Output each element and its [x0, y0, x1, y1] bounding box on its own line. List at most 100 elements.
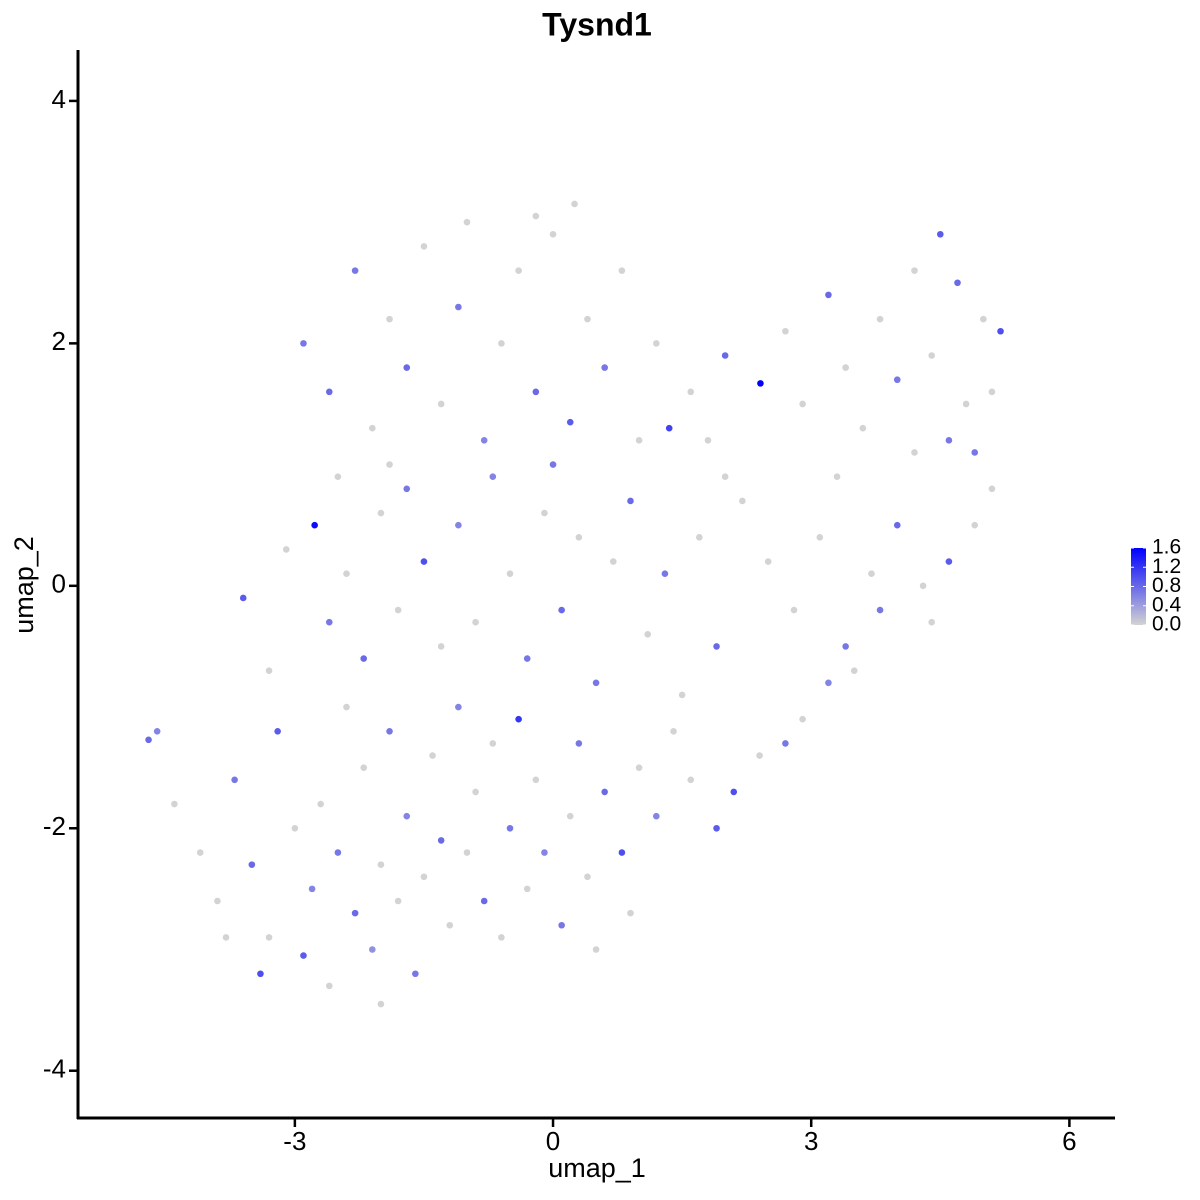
colorbar	[1131, 548, 1146, 625]
point	[997, 327, 1004, 335]
point	[721, 352, 729, 359]
point	[541, 509, 548, 517]
point	[713, 643, 720, 650]
point	[532, 388, 540, 396]
point	[584, 873, 591, 881]
point	[893, 376, 901, 384]
point	[300, 340, 307, 347]
point	[790, 606, 798, 614]
point	[627, 497, 634, 505]
point	[515, 715, 522, 723]
point	[311, 521, 318, 529]
point	[498, 340, 505, 347]
point	[704, 437, 712, 444]
point	[386, 727, 393, 735]
y-tick-label: 0	[52, 569, 66, 599]
point	[343, 703, 350, 711]
point	[782, 740, 789, 747]
colorbar-label: 0.0	[1152, 613, 1181, 636]
point	[687, 388, 695, 396]
point	[532, 212, 540, 220]
point	[945, 437, 953, 444]
colorbar-label: 1.6	[1152, 536, 1181, 559]
point	[937, 230, 944, 238]
point	[231, 776, 238, 784]
point	[455, 521, 462, 529]
point	[911, 267, 918, 274]
point	[437, 400, 445, 408]
point	[696, 534, 703, 541]
point	[678, 691, 686, 699]
point	[153, 727, 161, 735]
point	[506, 570, 514, 577]
point	[601, 364, 608, 371]
point	[291, 824, 299, 832]
point	[480, 897, 488, 905]
point	[300, 952, 307, 959]
point	[489, 473, 497, 481]
point	[558, 921, 565, 929]
point	[377, 1000, 385, 1008]
x-tick-label: 0	[546, 1126, 560, 1156]
point	[532, 776, 540, 784]
point	[584, 315, 591, 323]
x-tick-label: 3	[804, 1126, 818, 1156]
chart-title: Tysnd1	[542, 6, 652, 42]
point	[317, 800, 324, 808]
point	[420, 558, 428, 565]
point	[833, 473, 841, 481]
point	[566, 418, 574, 426]
point	[343, 570, 350, 577]
point	[145, 736, 152, 744]
point	[334, 473, 342, 481]
point	[713, 824, 720, 832]
point	[601, 788, 608, 796]
point	[988, 388, 996, 396]
point	[463, 849, 471, 856]
point	[541, 849, 548, 856]
point	[265, 667, 273, 674]
point	[403, 364, 411, 371]
point	[239, 594, 247, 602]
point	[282, 546, 290, 553]
point	[171, 800, 178, 808]
y-tick-label: -2	[43, 811, 66, 841]
point	[325, 982, 333, 990]
point	[274, 727, 281, 735]
point	[859, 424, 867, 432]
point	[730, 788, 738, 796]
point	[325, 388, 333, 396]
point	[360, 655, 368, 662]
point	[248, 861, 256, 868]
point	[480, 437, 488, 444]
point	[403, 812, 411, 820]
point	[609, 558, 617, 565]
point	[437, 643, 445, 650]
point	[954, 279, 961, 287]
point	[412, 970, 419, 978]
point	[558, 606, 565, 614]
point	[980, 315, 987, 323]
point	[257, 970, 264, 978]
point	[334, 849, 342, 856]
point	[644, 631, 652, 638]
point	[665, 424, 673, 432]
point	[799, 715, 806, 723]
point	[575, 534, 583, 541]
x-tick-label: 6	[1062, 1126, 1076, 1156]
x-axis-title: umap_1	[548, 1153, 646, 1183]
point	[377, 861, 385, 868]
point	[592, 946, 600, 953]
point	[549, 230, 557, 238]
point	[455, 703, 462, 711]
point	[876, 606, 884, 614]
point	[196, 849, 204, 856]
point	[928, 618, 935, 626]
point	[571, 200, 578, 208]
point	[386, 315, 393, 323]
point	[351, 267, 359, 274]
point	[962, 400, 970, 408]
colorbar-label: 0.4	[1152, 593, 1182, 616]
point	[911, 449, 918, 456]
y-tick-label: 4	[52, 84, 66, 114]
